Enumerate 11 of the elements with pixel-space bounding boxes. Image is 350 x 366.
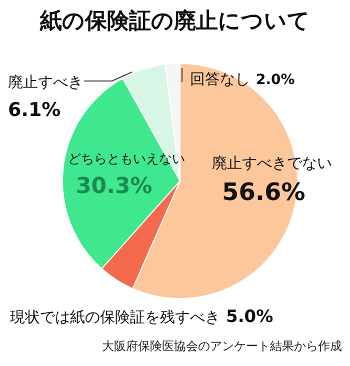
data-label: 56.6% — [222, 178, 306, 206]
slice-label: 回答なし — [190, 70, 250, 88]
slice-label: 廃止すべき — [8, 73, 83, 91]
slice-label: 現状では紙の保険証を残すべき — [10, 308, 220, 326]
text: 大阪府保険医協会のアンケート結果から作成 — [102, 339, 342, 353]
data-label: 6.1% — [8, 99, 61, 121]
data-label: 5.0% — [226, 307, 274, 327]
data-label: 30.3% — [76, 174, 152, 199]
data-label: 2.0% — [256, 72, 295, 88]
slice-label: 廃止すべきでない — [212, 154, 332, 172]
chart-title: 紙の保険証の廃止について — [39, 8, 310, 34]
